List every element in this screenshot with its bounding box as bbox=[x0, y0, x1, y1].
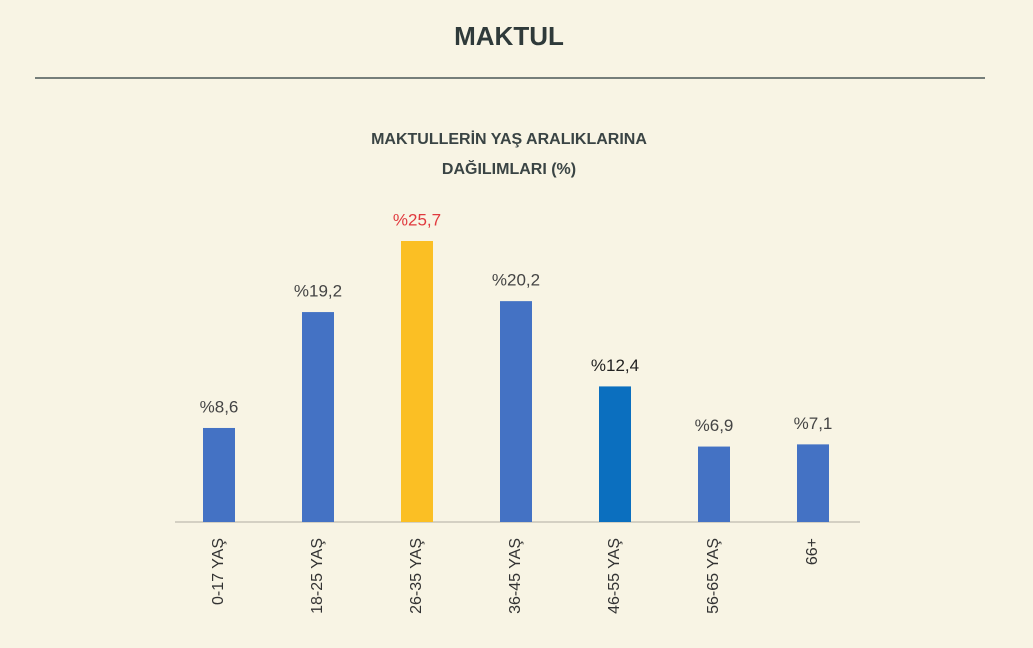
header-title: MAKTUL bbox=[454, 21, 564, 51]
bar bbox=[797, 444, 829, 522]
chart-title: DAĞILIMLARI (%) bbox=[442, 159, 576, 178]
value-label: %7,1 bbox=[794, 414, 833, 433]
x-tick-label: 66+ bbox=[804, 538, 821, 565]
value-label: %20,2 bbox=[492, 271, 540, 290]
value-label: %25,7 bbox=[393, 210, 441, 229]
x-tick-label: 0-17 YAŞ bbox=[210, 538, 227, 605]
x-tick-label: 18-25 YAŞ bbox=[309, 538, 326, 614]
value-label: %6,9 bbox=[695, 416, 734, 435]
x-tick-label: 46-55 YAŞ bbox=[606, 538, 623, 614]
x-tick-label: 56-65 YAŞ bbox=[705, 538, 722, 614]
chart-title: MAKTULLERİN YAŞ ARALIKLARINA bbox=[371, 130, 647, 148]
bar bbox=[302, 312, 334, 522]
bar bbox=[698, 446, 730, 522]
x-tick-label: 36-45 YAŞ bbox=[507, 538, 524, 614]
value-label: %19,2 bbox=[294, 282, 342, 301]
bar bbox=[500, 301, 532, 522]
value-label: %8,6 bbox=[200, 397, 239, 416]
x-tick-label: 26-35 YAŞ bbox=[408, 538, 425, 614]
bar bbox=[203, 427, 235, 522]
bar bbox=[401, 241, 433, 522]
value-label: %12,4 bbox=[591, 356, 639, 375]
bar bbox=[599, 386, 631, 522]
